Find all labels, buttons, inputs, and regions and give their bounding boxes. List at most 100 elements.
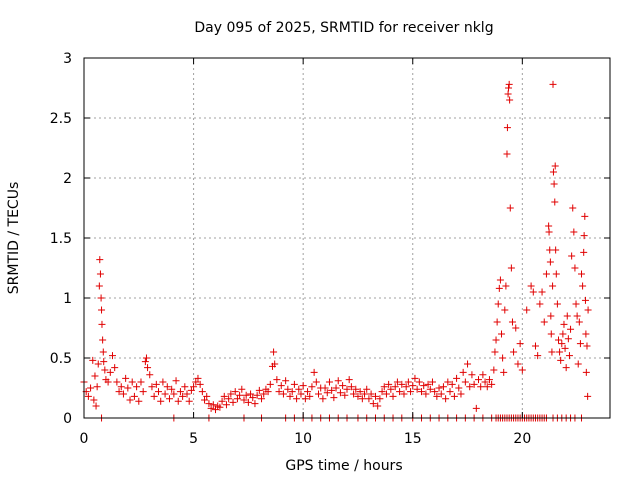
- data-point: [135, 397, 143, 405]
- chart-title: Day 095 of 2025, SRMTID for receiver nkl…: [194, 20, 493, 36]
- data-point: [157, 397, 165, 405]
- data-point: [562, 364, 570, 372]
- data-point: [491, 348, 499, 356]
- data-point: [428, 378, 436, 386]
- data-point: [284, 385, 292, 393]
- data-point: [472, 404, 480, 412]
- data-point: [551, 162, 559, 170]
- data-point: [190, 383, 198, 391]
- data-point: [422, 390, 430, 398]
- data-point: [356, 388, 364, 396]
- data-point: [523, 306, 531, 314]
- data-point: [433, 392, 441, 400]
- tick-labels-layer: 0 5 10 15 20 0 0.5 1 1.5 2 2.5 3: [50, 51, 532, 447]
- grid-layer: [84, 58, 610, 418]
- data-point: [264, 388, 272, 396]
- data-point: [527, 282, 535, 290]
- data-point: [124, 384, 132, 392]
- data-point: [477, 383, 485, 391]
- x-tick-label: 5: [189, 431, 198, 447]
- data-point: [407, 388, 415, 396]
- data-point: [165, 395, 173, 403]
- y-tick-label: 2.5: [50, 111, 72, 127]
- data-point: [187, 386, 195, 394]
- data-point: [426, 385, 434, 393]
- data-point: [505, 84, 513, 92]
- data-point: [550, 180, 558, 188]
- x-tick-label: 15: [404, 431, 422, 447]
- x-tick-label: 0: [80, 431, 89, 447]
- data-point: [570, 228, 578, 236]
- data-point: [93, 383, 101, 391]
- data-point: [297, 390, 305, 398]
- y-tick-label: 0.5: [50, 351, 72, 367]
- data-point: [236, 391, 244, 399]
- data-point: [96, 256, 104, 264]
- data-point: [578, 270, 586, 278]
- data-point: [409, 382, 417, 390]
- data-point: [183, 390, 191, 398]
- data-point: [332, 384, 340, 392]
- data-point: [216, 403, 224, 411]
- data-point: [270, 348, 278, 356]
- data-point: [398, 380, 406, 388]
- data-point: [87, 384, 95, 392]
- data-point: [233, 395, 241, 403]
- data-point: [286, 392, 294, 400]
- data-point: [568, 252, 576, 260]
- data-point: [553, 300, 561, 308]
- data-point: [503, 124, 511, 132]
- data-point: [450, 392, 458, 400]
- data-point: [240, 396, 248, 404]
- data-point: [481, 378, 489, 386]
- data-point: [306, 392, 314, 400]
- data-point: [418, 388, 426, 396]
- data-point: [345, 376, 353, 384]
- data-point: [99, 348, 107, 356]
- data-point: [389, 392, 397, 400]
- data-point: [130, 392, 138, 400]
- data-point: [442, 395, 450, 403]
- data-point: [98, 306, 106, 314]
- data-point: [582, 368, 590, 376]
- data-point: [499, 354, 507, 362]
- data-point: [504, 90, 512, 98]
- data-point: [258, 395, 266, 403]
- data-point: [108, 352, 116, 360]
- data-point: [396, 388, 404, 396]
- data-point: [500, 368, 508, 376]
- data-point: [413, 385, 421, 393]
- data-point: [493, 318, 501, 326]
- data-point: [435, 384, 443, 392]
- data-point: [159, 378, 167, 386]
- data-point: [91, 372, 99, 380]
- data-point: [275, 388, 283, 396]
- data-point: [90, 396, 98, 404]
- data-point: [336, 389, 344, 397]
- data-point: [106, 368, 114, 376]
- data-point: [89, 356, 97, 364]
- data-point: [304, 388, 312, 396]
- data-point: [557, 356, 565, 364]
- data-point: [244, 398, 252, 406]
- data-point: [402, 383, 410, 391]
- data-point: [174, 397, 182, 405]
- data-point: [580, 232, 588, 240]
- data-point: [92, 402, 100, 410]
- data-point: [255, 386, 263, 394]
- y-tick-label: 3: [63, 51, 72, 67]
- data-point: [455, 384, 463, 392]
- data-point: [142, 354, 150, 362]
- data-point: [144, 364, 152, 372]
- data-point: [163, 383, 171, 391]
- data-point: [185, 397, 193, 405]
- data-point: [334, 377, 342, 385]
- data-point: [494, 300, 502, 308]
- data-point: [279, 390, 287, 398]
- data-point: [176, 388, 184, 396]
- data-point: [391, 383, 399, 391]
- y-tick-label: 1: [63, 291, 72, 307]
- data-point: [249, 394, 257, 402]
- data-point: [573, 312, 581, 320]
- data-point: [146, 371, 154, 379]
